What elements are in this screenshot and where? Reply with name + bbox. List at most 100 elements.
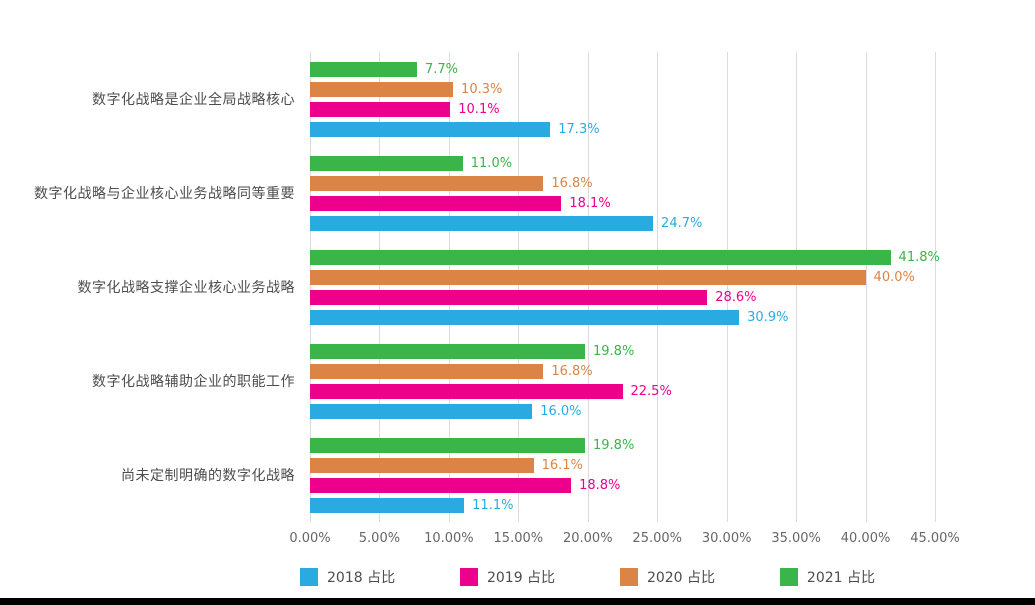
bar [310, 101, 451, 117]
legend-item: 2020 占比 [619, 567, 716, 587]
bar-value-label: 10.1% [458, 101, 500, 117]
bar [310, 289, 708, 305]
bar-value-label: 30.9% [747, 309, 789, 325]
bar-group: 7.7% 10.3% 10.1% 17.3% [310, 52, 935, 146]
legend-swatch [300, 568, 318, 586]
bar [310, 497, 465, 513]
legend-item: 2019 占比 [459, 567, 556, 587]
bar-value-label: 11.1% [472, 497, 514, 513]
x-tick-label: 35.00% [771, 531, 821, 546]
category-labels-column: 数字化战略是企业全局战略核心数字化战略与企业核心业务战略同等重要数字化战略支撑企… [20, 52, 295, 522]
bar-value-label: 16.8% [551, 175, 593, 191]
gridline [379, 52, 381, 522]
bar [310, 437, 585, 453]
footer-bar [0, 598, 1035, 605]
bar-group: 11.0% 16.8% 18.1% 24.7% [310, 146, 935, 240]
bar [310, 383, 623, 399]
bar-value-label: 40.0% [873, 269, 915, 285]
bar-row: 30.9% [310, 309, 935, 325]
bar [310, 61, 417, 77]
bar-group: 41.8% 40.0% 28.6% 30.9% [310, 240, 940, 334]
x-tick-label: 30.00% [701, 531, 752, 546]
bar-value-label: 18.8% [579, 477, 621, 493]
bar [310, 363, 544, 379]
bar-groups: 7.7% 10.3% 10.1% 17.3% 11.0% 16.8% 18.1% 24.7% 4… [310, 52, 940, 522]
bar-row: 24.7% [310, 215, 935, 231]
bar-row: 40.0% [310, 269, 935, 285]
chart-legend: 2018 占比 2019 占比 2020 占比 2021 占比 [300, 566, 875, 588]
gridline [448, 52, 450, 522]
bar-value-label: 16.0% [540, 403, 582, 419]
bar [310, 343, 585, 359]
bar-row: 18.8% [310, 477, 935, 493]
legend-label: 2021 占比 [806, 570, 875, 586]
legend-swatch [619, 568, 638, 586]
bar-value-label: 24.7% [661, 215, 703, 231]
bar-row: 11.1% [310, 497, 935, 513]
gridline [310, 52, 311, 522]
gridline [518, 52, 520, 522]
bar [310, 81, 454, 97]
bar-value-label: 17.3% [558, 121, 600, 137]
x-tick-label: 45.00% [910, 531, 960, 546]
legend-swatch [779, 568, 798, 586]
bar-row: 41.8% [310, 249, 940, 265]
bar [310, 249, 891, 265]
bar-value-label: 10.3% [461, 81, 503, 97]
bar-value-label: 19.8% [593, 437, 635, 453]
bar [310, 457, 534, 473]
category-label: 数字化战略支撑企业核心业务战略 [77, 280, 295, 296]
bar [310, 309, 740, 325]
gridline [657, 52, 659, 522]
x-tick-label: 0.00% [289, 531, 331, 546]
category-label: 数字化战略辅助企业的职能工作 [92, 374, 295, 390]
x-tick-label: 10.00% [424, 531, 474, 546]
bar [310, 403, 533, 419]
x-axis: 0.00% 5.00% 10.00% 15.00% 20.00% 25.00% 30.00%… [289, 531, 959, 551]
bar-row: 11.0% [310, 155, 935, 171]
bar-row: 18.1% [310, 195, 935, 211]
x-tick-label: 5.00% [358, 531, 401, 546]
bar-row: 7.7% [310, 61, 935, 77]
legend-swatch [459, 568, 478, 586]
legend-label: 2020 占比 [646, 570, 716, 586]
gridline [865, 52, 867, 522]
x-tick-label: 20.00% [562, 531, 613, 546]
bar [310, 195, 562, 211]
bar-group: 19.8% 16.8% 22.5% 16.0% [310, 334, 935, 428]
bar-row: 16.8% [310, 363, 935, 379]
bar [310, 269, 866, 285]
bar-group: 19.8% 16.1% 18.8% 11.1% [310, 428, 935, 522]
gridline [587, 52, 589, 522]
gridline [796, 52, 798, 522]
bar [310, 477, 572, 493]
bar [310, 155, 463, 171]
legend-item: 2021 占比 [779, 567, 875, 587]
gridlines [310, 52, 936, 522]
bar-row: 16.8% [310, 175, 935, 191]
bar [310, 175, 544, 191]
gridline [726, 52, 728, 522]
bar-chart-plot-area: 7.7% 10.3% 10.1% 17.3% 11.0% 16.8% 18.1% 24.7% 4… [310, 52, 940, 522]
bar-row: 28.6% [310, 289, 935, 305]
bar [310, 215, 654, 231]
bar-row: 17.3% [310, 121, 935, 137]
bar-row: 16.0% [310, 403, 935, 419]
legend-label: 2019 占比 [486, 570, 556, 586]
x-tick-label: 15.00% [493, 531, 544, 546]
x-tick-label: 25.00% [632, 531, 683, 546]
bar-row: 16.1% [310, 457, 935, 473]
category-label: 数字化战略是企业全局战略核心 [92, 92, 295, 108]
bar-value-label: 7.7% [424, 61, 458, 77]
legend-label: 2018 占比 [327, 570, 396, 586]
bar-row: 22.5% [310, 383, 935, 399]
category-label: 数字化战略与企业核心业务战略同等重要 [34, 186, 295, 202]
bar-value-label: 16.8% [551, 363, 593, 379]
bar-value-label: 28.6% [715, 289, 757, 305]
x-tick-label: 40.00% [840, 531, 891, 546]
bar-row: 19.8% [310, 437, 935, 453]
bar-value-label: 18.1% [569, 195, 611, 211]
bar-value-label: 41.8% [898, 249, 940, 265]
bar [310, 121, 551, 137]
